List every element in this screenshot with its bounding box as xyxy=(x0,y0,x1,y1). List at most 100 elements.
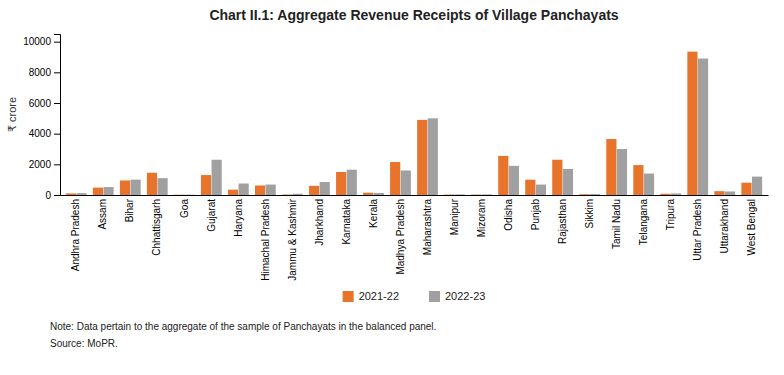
bar xyxy=(552,160,562,195)
bar xyxy=(536,185,546,195)
bar xyxy=(212,160,222,195)
tick: Sikkim xyxy=(584,199,595,228)
x-axis: Andhra PradeshAssamBiharChhattisgarhGoaG… xyxy=(61,196,769,281)
axis-line xyxy=(61,195,769,196)
bar xyxy=(347,170,357,195)
tick: 10000 xyxy=(23,36,60,47)
bar xyxy=(444,194,454,195)
bar xyxy=(76,193,86,195)
bars xyxy=(66,52,762,195)
tick-label: 10000 xyxy=(23,36,51,47)
legend-label: 2022-23 xyxy=(445,290,485,302)
tick-label: 6000 xyxy=(29,98,52,109)
bar xyxy=(201,175,211,195)
tick-label: Uttarakhand xyxy=(719,199,730,253)
legend-item: 2021-22 xyxy=(343,290,399,302)
tick: Rajasthan xyxy=(557,199,568,244)
tick-label: Haryana xyxy=(233,199,244,237)
tick: Jharkhand xyxy=(314,199,325,246)
bar xyxy=(498,156,508,195)
tick-mark xyxy=(54,72,60,73)
tick-label: Uttar Pradesh xyxy=(692,199,703,261)
bar xyxy=(309,186,319,195)
bar xyxy=(266,185,276,195)
tick: West Bengal xyxy=(746,199,757,256)
tick: Madhya Pradesh xyxy=(395,199,406,275)
bar xyxy=(579,194,589,195)
tick: Mizoram xyxy=(476,199,487,237)
bar xyxy=(255,185,265,195)
bar xyxy=(455,194,465,195)
bar xyxy=(590,194,600,195)
plot: 0200040006000800010000Andhra PradeshAssa… xyxy=(23,35,768,281)
tick: Telangana xyxy=(638,199,649,246)
tick-label: Bihar xyxy=(124,198,135,222)
tick-label: Rajasthan xyxy=(557,199,568,244)
tick: 2000 xyxy=(29,159,60,170)
tick: 8000 xyxy=(29,67,60,78)
bar xyxy=(401,170,411,195)
bar xyxy=(428,118,438,195)
axis-line xyxy=(54,35,61,196)
tick-label: 2000 xyxy=(29,159,52,170)
chart: Chart II.1: Aggregate Revenue Receipts o… xyxy=(0,0,784,375)
legend: 2021-22 2022-23 xyxy=(343,290,486,302)
title: Chart II.1: Aggregate Revenue Receipts o… xyxy=(209,7,618,23)
tick-label: Jammu & Kashmir xyxy=(287,198,298,280)
tick-mark xyxy=(54,164,60,165)
tick-label: Chhattisgarh xyxy=(151,199,162,256)
annotation: Source: MoPR. xyxy=(50,338,118,349)
bar xyxy=(698,59,708,195)
tick: Odisha xyxy=(503,199,514,231)
tick-label: Kerala xyxy=(368,199,379,228)
tick-mark xyxy=(54,195,60,196)
tick-label: Punjab xyxy=(530,199,541,231)
bar xyxy=(374,193,384,195)
bar xyxy=(509,166,519,195)
tick: Jammu & Kashmir xyxy=(287,198,298,280)
tick-mark xyxy=(54,134,60,135)
tick: Himachal Pradesh xyxy=(260,199,271,281)
bar xyxy=(482,194,492,195)
bar xyxy=(66,193,76,195)
bar xyxy=(606,139,616,195)
tick-label: Jharkhand xyxy=(314,199,325,246)
tick-label: Sikkim xyxy=(584,199,595,228)
bar xyxy=(282,194,292,195)
legend-item: 2022-23 xyxy=(429,290,485,302)
bar xyxy=(157,178,167,195)
bar xyxy=(239,184,249,196)
tick-label: Mizoram xyxy=(476,199,487,237)
tick-label: 0 xyxy=(45,190,51,201)
bar xyxy=(363,193,373,195)
tick: Andhra Pradesh xyxy=(70,199,81,271)
tick-label: Tamil Nadu xyxy=(611,199,622,249)
bar xyxy=(525,180,535,195)
bar xyxy=(174,194,184,195)
y-axis: 0 2000 4000 6000 8000 10000 xyxy=(23,35,60,201)
tick: Goa xyxy=(179,199,190,218)
tick-label: West Bengal xyxy=(746,199,757,256)
tick-label: Gujarat xyxy=(206,199,217,232)
tick-label: 4000 xyxy=(29,128,52,139)
tick: Uttar Pradesh xyxy=(692,199,703,261)
bar xyxy=(293,194,303,195)
tick: Manipur xyxy=(449,198,460,235)
bar xyxy=(185,194,195,195)
series xyxy=(76,59,762,195)
bar xyxy=(644,174,654,195)
axis-title: ₹ crore xyxy=(6,97,18,132)
tick-label: Andhra Pradesh xyxy=(70,199,81,271)
legend-swatch xyxy=(343,291,354,302)
bar xyxy=(714,191,724,195)
tick: Haryana xyxy=(233,199,244,237)
legend-swatch xyxy=(429,291,440,302)
bar xyxy=(228,190,238,195)
bar xyxy=(563,169,573,195)
bar xyxy=(471,194,481,195)
tick: Gujarat xyxy=(206,199,217,232)
bar xyxy=(147,173,157,195)
tick-mark xyxy=(54,103,60,104)
tick: Tripura xyxy=(665,199,676,231)
bar xyxy=(660,194,670,195)
